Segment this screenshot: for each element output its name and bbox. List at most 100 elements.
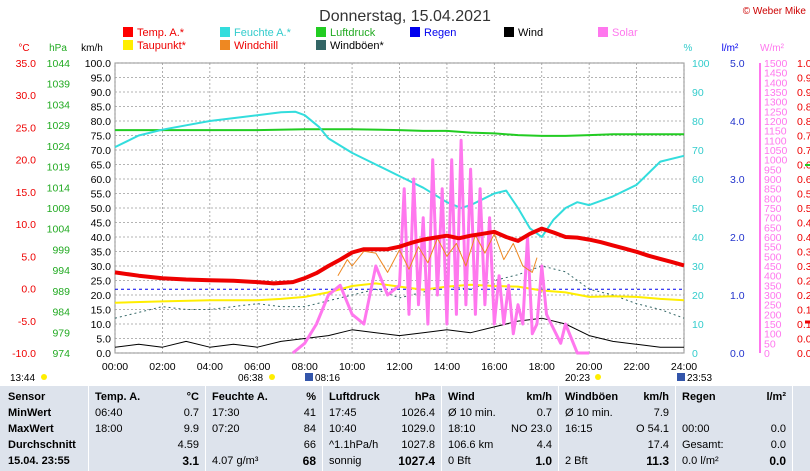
- right-extra-tick-label: 0.90: [797, 87, 810, 99]
- humidity-current-value: 68: [302, 454, 316, 468]
- legend-swatch: [410, 27, 420, 37]
- solar-unit-label: W/m²: [760, 43, 785, 54]
- legend-label: Feuchte A.*: [234, 27, 292, 39]
- wind-tick-label: 85.0: [91, 102, 112, 114]
- solar-tick-label: 850: [764, 184, 782, 196]
- temp-min-value: 0.7: [183, 407, 199, 419]
- chart-title: Donnerstag, 15.04.2021: [319, 8, 491, 25]
- right-extra-tick-label: 0.85: [797, 102, 810, 114]
- summary-table: Sensor MinWert MaxWert Durchschnitt 15.0…: [0, 386, 810, 471]
- pressure-avg-value: 1027.8: [401, 439, 435, 451]
- solar-tick-label: 250: [764, 300, 782, 312]
- x-tick-label: 10:00: [339, 361, 365, 373]
- pressure-forecast: sonnig: [329, 455, 362, 467]
- temp-tick-label: -5.0: [18, 316, 36, 328]
- temp-avg-value: 4.59: [177, 439, 199, 451]
- x-tick-label: 24:00: [671, 361, 697, 373]
- pressure-tick-label: 1039: [47, 79, 71, 91]
- x-tick-label: 14:00: [434, 361, 460, 373]
- legend: Temp. A.* Feuchte A.* Luftdruck Regen Wind So…: [123, 27, 638, 52]
- series-line-solar: [291, 138, 590, 355]
- wind-unit: km/h: [526, 391, 552, 403]
- legend-label: Regen: [424, 27, 456, 39]
- x-tick-label: 02:00: [149, 361, 175, 373]
- wind-tick-label: 80.0: [91, 116, 112, 128]
- temp-current-value: 3.1: [182, 454, 199, 468]
- column-divider: [675, 386, 676, 471]
- legend-label: Taupunkt*: [137, 40, 187, 52]
- humidity-min-time: 17:30: [212, 407, 240, 419]
- axis-unit-labels: °C hPa km/h % l/m² W/m²: [18, 43, 784, 54]
- sun-times: 13:44 06:38 08:16 20:23 23:53: [10, 373, 712, 384]
- legend-swatch: [220, 27, 230, 37]
- wind-tick-label: 15.0: [91, 305, 112, 317]
- legend-swatch: [123, 27, 133, 37]
- pressure-unit: hPa: [414, 391, 435, 403]
- wind-tick-label: 75.0: [91, 131, 112, 143]
- rain-today: 0.0 l/m²: [682, 455, 719, 467]
- wind-tick-label: 70.0: [91, 145, 112, 157]
- rain-tick-label: 4.0: [730, 116, 745, 128]
- pressure-max-value: 1029.0: [401, 423, 435, 435]
- right-extra-tick-label: 0.65: [797, 160, 810, 172]
- row-label-current: 15.04. 23:55: [8, 455, 70, 467]
- solar-tick-label: 950: [764, 164, 782, 176]
- temp-tick-label: 25.0: [16, 122, 37, 134]
- gusts-max-time: 16:15: [565, 423, 593, 435]
- humidity-column: Feuchte A. % 17:30 41 07:20 84 66 4.07 g…: [206, 386, 322, 471]
- temp-tick-label: 10.0: [16, 219, 37, 231]
- column-divider: [558, 386, 559, 471]
- wind-tick-label: 20.0: [91, 290, 112, 302]
- pressure-column: Luftdruck hPa 17:45 1026.4 10:40 1029.0 …: [323, 386, 441, 471]
- solar-tick-label: 50: [764, 338, 776, 350]
- rain-max-time: 00:00: [682, 423, 710, 435]
- right-extra-tick-label: 0.00: [797, 348, 810, 360]
- pressure-unit-label: hPa: [49, 43, 67, 54]
- gusts-column: Windböen km/h Ø 10 min. 7.9 16:15 O 54.1…: [559, 386, 675, 471]
- rain-tick-label: 5.0: [730, 58, 745, 70]
- temp-tick-label: 15.0: [16, 187, 37, 199]
- solar-tick-label: 1200: [764, 116, 788, 128]
- wind-tick-label: 45.0: [91, 218, 112, 230]
- legend-swatch: [504, 27, 514, 37]
- left-sun-marker: [41, 374, 47, 380]
- solar-tick-label: 1250: [764, 106, 788, 118]
- sunset-label: 20:23: [565, 373, 590, 384]
- solar-tick-label: 1100: [764, 135, 787, 147]
- right-extra-tick-label: 0.60: [797, 174, 810, 186]
- nautical-end-label: 23:53: [687, 373, 712, 384]
- pressure-tick-label: 994: [52, 265, 70, 277]
- solar-tick-label: 1000: [764, 155, 788, 167]
- solar-tick-label: 700: [764, 213, 782, 225]
- right-extra-tick-label: 0.80: [797, 116, 810, 128]
- humidity-tick-label: 80: [692, 116, 704, 128]
- wind-tick-label: 30.0: [91, 261, 112, 273]
- solar-tick-label: 600: [764, 232, 782, 244]
- series-layer: [114, 110, 685, 355]
- legend-swatch: [316, 40, 326, 50]
- temp-max-time: 18:00: [95, 423, 123, 435]
- sunrise-marker: [269, 374, 275, 380]
- rain-unit: l/m²: [766, 391, 786, 403]
- wind-tick-label: 60.0: [91, 174, 112, 186]
- row-label-sensor: Sensor: [8, 391, 46, 403]
- right-extra-tick-label: 0.50: [797, 203, 810, 215]
- x-tick-label: 06:00: [244, 361, 270, 373]
- solar-tick-label: 500: [764, 251, 782, 263]
- solar-tick-label: 150: [764, 319, 782, 331]
- time-axis: 00:00 02:00 04:00 06:00 08:00 10:00 12:00 14:00…: [102, 361, 697, 373]
- wind-max-value: NO 23.0: [511, 423, 552, 435]
- right-extra-tick-label: 0.70: [797, 145, 810, 157]
- solar-tick-label: 550: [764, 242, 782, 254]
- pressure-tick-label: 1014: [47, 182, 71, 194]
- sunrise-label: 06:38: [238, 373, 263, 384]
- solar-tick-label: 1050: [764, 145, 788, 157]
- wind-avg-value: 4.4: [536, 439, 552, 451]
- gusts-avg-value: 17.4: [647, 439, 669, 451]
- series-line-temp-a: [114, 226, 685, 286]
- row-label-min: MinWert: [8, 407, 52, 419]
- pressure-tick-label: 989: [52, 286, 70, 298]
- humidity-tick-label: 10: [692, 319, 704, 331]
- copyright: © Weber Mike: [743, 6, 807, 17]
- humidity-absolute: 4.07 g/m³: [212, 455, 259, 467]
